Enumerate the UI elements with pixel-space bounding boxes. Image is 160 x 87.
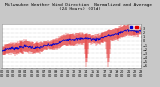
Legend: , : , — [129, 25, 140, 30]
Text: Milwaukee Weather Wind Direction  Normalized and Average  (24 Hours) (Old): Milwaukee Weather Wind Direction Normali… — [5, 3, 155, 11]
